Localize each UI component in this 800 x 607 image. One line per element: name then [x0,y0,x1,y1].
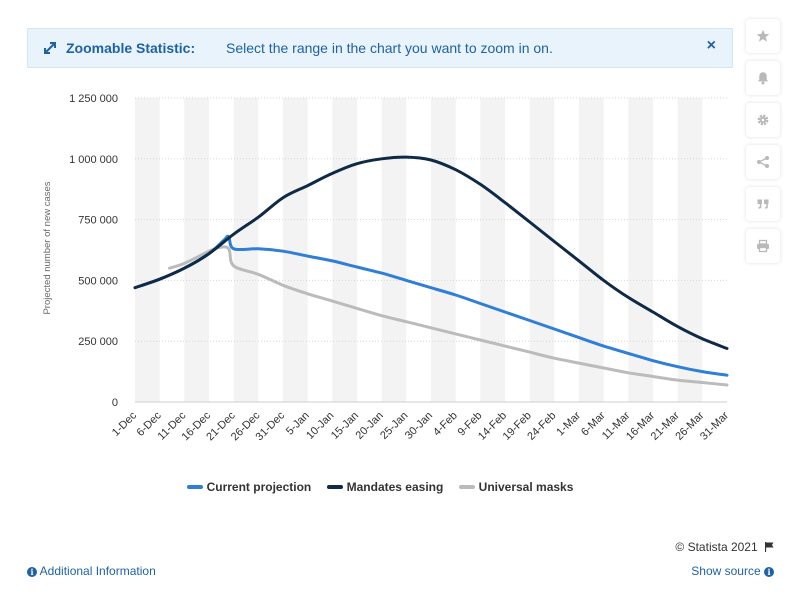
info-icon: i [27,567,37,577]
series-lines [133,155,729,387]
y-tick-label: 1 000 000 [69,154,118,166]
show-source-link[interactable]: Show source i [691,564,774,578]
show-source-label: Show source [691,564,761,578]
additional-information-link[interactable]: i Additional Information [27,564,156,578]
plot-band [579,98,604,402]
y-tick-label: 250 000 [78,336,118,348]
additional-information-label: Additional Information [39,564,156,578]
line-chart[interactable]: 0 250 000 500 000 750 000 1 000 000 1 250 000… [0,0,760,475]
plot-band [283,98,308,402]
notification-button[interactable] [746,61,780,95]
y-tick-label: 750 000 [78,215,118,227]
gear-icon [757,114,769,126]
legend-item-universal-masks[interactable]: Universal masks [458,480,574,494]
x-tick-label: 1-Dec [110,409,140,439]
statista-credit: © Statista 2021 [675,540,774,554]
x-tick-label: 30-Jan [403,410,435,442]
gridlines [135,97,727,403]
star-icon [756,29,770,42]
y-tick-label: 0 [112,397,118,409]
bell-icon [757,72,769,85]
x-tick-label: 1-Mar [554,409,583,438]
y-axis-ticks: 0 250 000 500 000 750 000 1 000 000 1 250 000 [69,93,118,409]
expand-icon [44,42,56,54]
settings-button[interactable] [746,103,780,137]
flag-icon[interactable] [765,542,774,552]
cite-button[interactable] [746,187,780,221]
print-button[interactable] [746,229,780,263]
print-icon [757,239,769,253]
y-tick-label: 500 000 [78,275,118,287]
plot-bands [135,98,703,402]
plot-band [529,98,555,402]
x-axis-ticks: 1-Dec6-Dec11-Dec16-Dec21-Dec26-Dec31-Dec… [110,409,731,443]
legend-label: Mandates easing [346,480,444,494]
plot-band [480,98,505,402]
series-line-current-projection[interactable] [133,234,729,377]
series-line-universal-masks[interactable] [168,245,729,387]
close-banner-button[interactable]: × [706,37,716,54]
share-button[interactable] [746,145,780,179]
legend-label: Current projection [206,480,312,494]
plot-band [332,98,357,402]
banner-text: Select the range in the chart you want t… [226,40,553,56]
legend-swatch [458,484,475,489]
plot-band [135,98,160,402]
share-icon [757,156,769,168]
legend-item-current-projection[interactable]: Current projection [186,480,312,494]
plot-band [381,98,407,402]
legend-swatch [326,484,343,489]
legend-item-mandates-easing[interactable]: Mandates easing [326,480,444,494]
chart-legend: Current projection Mandates easing Unive… [0,480,760,494]
info-icon: i [764,567,774,577]
legend-label: Universal masks [478,480,574,494]
plot-band [628,98,653,402]
x-tick-label: 4-Feb [431,410,460,439]
x-tick-label: 31-Mar [698,409,731,442]
legend-swatch [186,484,203,489]
zoom-banner: Zoomable Statistic: Select the range in … [27,28,733,68]
plot-band [677,98,703,402]
banner-title: Zoomable Statistic: [66,40,196,56]
y-axis-label: Projected number of new cases [42,181,53,314]
quote-icon [757,199,769,209]
favorite-button[interactable] [746,19,780,53]
plot-band [184,98,209,402]
x-tick-label: 24-Feb [525,410,558,443]
y-tick-label: 1 250 000 [69,93,118,105]
series-line-mandates-easing[interactable] [133,155,729,350]
plot-band [431,98,456,402]
credit-text: © Statista 2021 [675,540,758,554]
tool-sidebar [746,19,780,271]
